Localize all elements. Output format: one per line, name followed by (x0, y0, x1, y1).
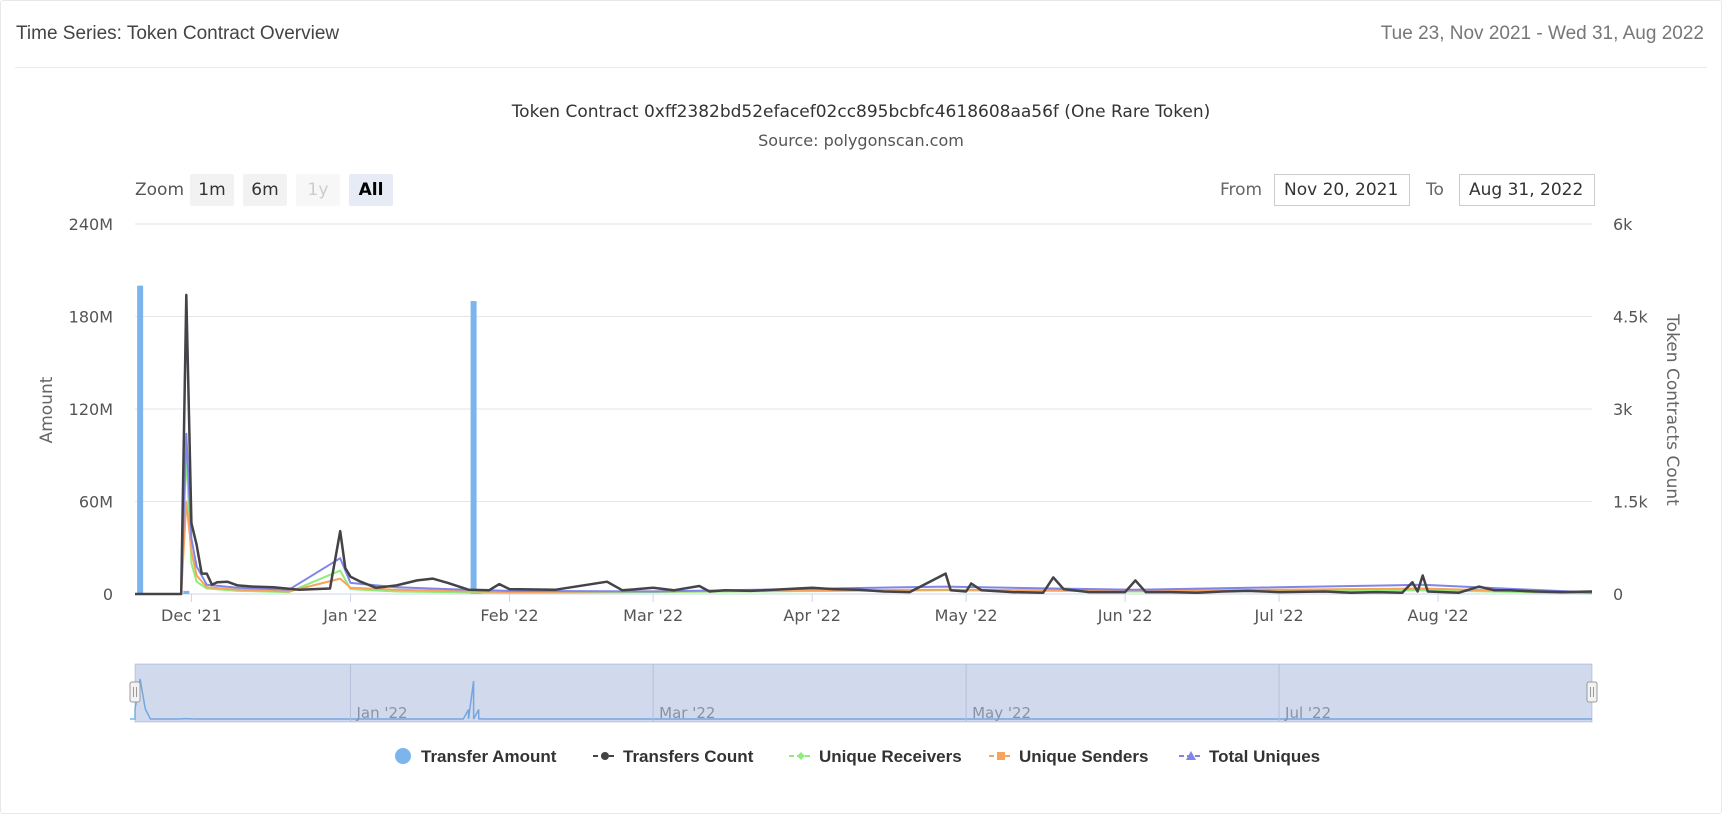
series-layer (135, 285, 1593, 596)
legend-label: Unique Receivers (819, 747, 962, 766)
zoom-1m-button[interactable]: 1m (190, 174, 234, 206)
total-uniques-line (135, 432, 1593, 595)
to-label: To (1426, 180, 1444, 200)
zoom-all-button[interactable]: All (349, 174, 393, 206)
navigator-selection[interactable] (135, 664, 1592, 722)
navigator-tick-label: Mar '22 (659, 704, 715, 722)
navigator-handle[interactable] (1586, 681, 1598, 703)
card-header: Time Series: Token Contract Overview Tue… (15, 1, 1707, 68)
line-marker-icon (989, 752, 1013, 760)
y-right-tick-label: 1.5k (1613, 493, 1648, 512)
legend: Transfer Amount Transfers Count Unique R… (0, 744, 1722, 770)
navigator-tick-label: Jul '22 (1284, 704, 1331, 722)
line-marker-icon (789, 752, 813, 760)
y-left-tick-label: 0 (103, 585, 113, 604)
x-tick-label: Jan '22 (322, 606, 378, 625)
legend-label: Unique Senders (1019, 747, 1149, 766)
legend-label: Transfer Amount (421, 747, 557, 766)
y-right-tick-label: 4.5k (1613, 308, 1648, 327)
from-label: From (1220, 180, 1263, 200)
chart-title: Token Contract 0xff2382bd52efacef02cc895… (511, 102, 1211, 122)
to-date-input[interactable]: Aug 31, 2022 (1459, 174, 1595, 206)
axes: 0 0 60M 1.5k 120M 3k 180M 4.5k 240M 6k Dec '21 Jan … (69, 215, 1649, 625)
x-tick-label: Jun '22 (1097, 606, 1153, 625)
x-tick-label: May '22 (935, 606, 998, 625)
handle-body[interactable] (129, 681, 141, 703)
x-tick-label: Mar '22 (623, 606, 683, 625)
y-right-tick-label: 3k (1613, 400, 1633, 419)
circle-marker-icon (395, 748, 411, 764)
date-range: Tue 23, Nov 2021 - Wed 31, Aug 2022 (1380, 23, 1704, 44)
x-tick-label: Aug '22 (1408, 606, 1469, 625)
line-marker-icon (1179, 751, 1203, 760)
card-title: Time Series: Token Contract Overview (16, 23, 340, 44)
legend-label: Total Uniques (1209, 747, 1321, 766)
y-right-tick-label: 0 (1613, 585, 1623, 604)
navigator-handle[interactable] (129, 681, 141, 703)
from-date-input[interactable]: Nov 20, 2021 (1274, 174, 1410, 206)
transfer-amount-bar (470, 301, 477, 594)
x-tick-label: Apr '22 (783, 606, 841, 625)
line-marker-icon (593, 752, 617, 760)
chart-subtitle: Source: polygonscan.com (758, 131, 964, 150)
navigator-track (134, 663, 1593, 723)
navigator-tick-label: May '22 (972, 704, 1031, 722)
y-axis-left-title: Amount (37, 376, 57, 443)
unique-senders-line (135, 500, 1593, 595)
zoom-label: Zoom (135, 180, 185, 200)
zoom-1y-button[interactable]: 1y (296, 174, 340, 206)
transfer-amount-bar (183, 590, 190, 594)
y-axis-right-title: Token Contracts Count (1662, 313, 1682, 506)
y-right-tick-label: 6k (1613, 215, 1633, 234)
y-left-tick-label: 60M (79, 493, 113, 512)
grid-lines (135, 223, 1592, 595)
y-left-tick-label: 120M (69, 400, 113, 419)
navigator-series-line (129, 678, 1592, 720)
transfers-count-line (135, 293, 1593, 596)
y-left-tick-label: 180M (69, 308, 113, 327)
legend-label: Transfers Count (623, 747, 754, 766)
navigator-tick-label: Jan '22 (355, 704, 407, 722)
unique-receivers-line (135, 451, 1593, 595)
x-tick-label: Dec '21 (161, 606, 222, 625)
x-tick-label: Feb '22 (480, 606, 538, 625)
y-left-tick-label: 240M (69, 215, 113, 234)
handle-body[interactable] (1586, 681, 1598, 703)
navigator[interactable]: Jan '22 Mar '22 May '22 Jul '22 (129, 663, 1598, 723)
x-tick-label: Jul '22 (1253, 606, 1303, 625)
transfer-amount-bar (137, 285, 144, 594)
zoom-6m-button[interactable]: 6m (243, 174, 287, 206)
